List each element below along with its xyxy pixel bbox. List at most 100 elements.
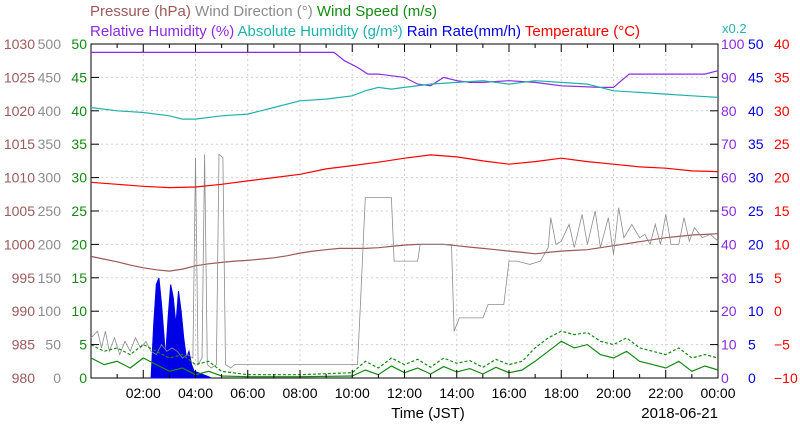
y-tick-label-wind_direction: 150 (38, 270, 62, 286)
x-tick-label: 16:00 (491, 385, 526, 401)
x-tick-label: 04:00 (178, 385, 213, 401)
y-tick-label-relative_humidity: 100 (721, 36, 745, 52)
y-tick-label-pressure: 1000 (4, 236, 35, 252)
y-tick-label-temperature: 15 (774, 203, 790, 219)
gridlines (91, 44, 718, 378)
y-tick-label-rain_rate: 50 (748, 36, 764, 52)
y-tick-label-wind_speed: 10 (71, 303, 87, 319)
y-tick-label-pressure: 1030 (4, 36, 35, 52)
y-tick-label-wind_direction: 0 (53, 370, 61, 386)
legend-row-1: Pressure (hPa) Wind Direction (°) Wind S… (90, 3, 437, 20)
series-layer (90, 51, 719, 379)
y-tick-label-temperature: 5 (774, 270, 782, 286)
legend-row-2: Relative Humidity (%) Absolute Humidity … (90, 23, 640, 40)
x-tick-label: 06:00 (230, 385, 265, 401)
x-tick-label: 18:00 (544, 385, 579, 401)
x-tick-label: 08:00 (282, 385, 317, 401)
y-tick-label-wind_speed: 20 (71, 236, 87, 252)
legend-entry-rain_rate: Rain Rate(mm/h) (403, 23, 521, 40)
legend-entry-temperature: Temperature (°C) (521, 23, 640, 40)
y-tick-label-rain_rate: 20 (748, 236, 764, 252)
y-tick-label-wind_speed: 50 (71, 36, 87, 52)
y-tick-label-wind_speed: 45 (71, 69, 87, 85)
y-tick-label-pressure: 990 (12, 303, 36, 319)
y-tick-label-temperature: 25 (774, 136, 790, 152)
y-tick-label-wind_speed: 35 (71, 136, 87, 152)
y-tick-label-relative_humidity: 60 (721, 170, 737, 186)
y-tick-label-temperature: 40 (774, 36, 790, 52)
y-tick-label-relative_humidity: 20 (721, 303, 737, 319)
series-relative-humidity (91, 51, 719, 89)
y-tick-label-temperature: 35 (774, 69, 790, 85)
y-tick-label-rain_rate: 25 (748, 203, 764, 219)
y-tick-label-relative_humidity: 80 (721, 103, 737, 119)
legend-entry-relative_humidity: Relative Humidity (%) (90, 23, 234, 40)
axes-layer: 02:00 04:00 06:00 08:00 10:00 12:00 14:00 16:00… (4, 36, 798, 401)
x-tick-label: 02:00 (126, 385, 161, 401)
x-axis-label: Time (JST) (391, 405, 465, 422)
y-tick-label-rain_rate: 35 (748, 136, 764, 152)
y-tick-label-temperature: −10 (774, 370, 798, 386)
y-tick-label-relative_humidity: 40 (721, 236, 737, 252)
y-tick-label-relative_humidity: 50 (721, 203, 737, 219)
y-tick-label-pressure: 1020 (4, 103, 35, 119)
y-tick-label-wind_direction: 350 (38, 136, 62, 152)
y-tick-label-relative_humidity: 10 (721, 337, 737, 353)
y-tick-label-wind_direction: 400 (38, 103, 62, 119)
y-tick-label-wind_speed: 30 (71, 170, 87, 186)
y-tick-label-wind_direction: 450 (38, 69, 62, 85)
x-tick-label: 22:00 (648, 385, 683, 401)
y-tick-label-pressure: 1015 (4, 136, 35, 152)
y-tick-label-relative_humidity: 90 (721, 69, 737, 85)
y-tick-label-wind_direction: 50 (45, 337, 61, 353)
y-tick-label-wind_direction: 100 (38, 303, 62, 319)
y-tick-label-pressure: 980 (12, 370, 36, 386)
y-tick-label-pressure: 1005 (4, 203, 35, 219)
y-tick-label-wind_speed: 25 (71, 203, 87, 219)
y-tick-label-relative_humidity: 30 (721, 270, 737, 286)
y-tick-label-pressure: 1010 (4, 170, 35, 186)
y-tick-label-rain_rate: 10 (748, 303, 764, 319)
y-tick-label-temperature: 10 (774, 236, 790, 252)
series-temperature (90, 154, 719, 189)
y-tick-label-temperature: 30 (774, 103, 790, 119)
x-tick-label: 12:00 (387, 385, 422, 401)
y-tick-label-rain_rate: 5 (748, 337, 756, 353)
y-tick-label-rain_rate: 30 (748, 170, 764, 186)
y-tick-label-wind_direction: 200 (38, 236, 62, 252)
y-tick-label-wind_direction: 500 (38, 36, 62, 52)
y-tick-label-temperature: 20 (774, 170, 790, 186)
series-wind-speed (90, 340, 719, 378)
y-tick-label-pressure: 995 (12, 270, 36, 286)
y-tick-label-rain_rate: 0 (748, 370, 756, 386)
y-tick-label-pressure: 1025 (4, 69, 35, 85)
y-tick-label-wind_speed: 5 (79, 337, 87, 353)
y-tick-label-pressure: 985 (12, 337, 36, 353)
y-tick-label-relative_humidity: 70 (721, 136, 737, 152)
y-tick-label-wind_speed: 0 (79, 370, 87, 386)
y-tick-label-rain_rate: 40 (748, 103, 764, 119)
y-tick-label-wind_speed: 15 (71, 270, 87, 286)
legend-entry-wind_direction: Wind Direction (°) (191, 3, 313, 20)
x-tick-label: 00:00 (700, 385, 735, 401)
x-tick-label: 10:00 (335, 385, 370, 401)
y-tick-label-relative_humidity: 0 (721, 370, 729, 386)
legend-entry-wind_speed: Wind Speed (m/s) (313, 3, 437, 20)
series-absolute-humidity (90, 80, 719, 120)
x-tick-label: 14:00 (439, 385, 474, 401)
abs-humidity-multiplier: x0.2 (722, 21, 747, 36)
y-tick-label-temperature: −5 (774, 337, 790, 353)
x-tick-label: 20:00 (596, 385, 631, 401)
legend: Pressure (hPa) Wind Direction (°) Wind S… (90, 3, 747, 40)
date-label: 2018-06-21 (641, 405, 718, 422)
series-wind-direction (90, 153, 719, 369)
legend-entry-pressure: Pressure (hPa) (90, 3, 191, 20)
legend-entry-absolute_humidity: Absolute Humidity (g/m³) (234, 23, 402, 40)
y-tick-label-wind_direction: 250 (38, 203, 62, 219)
y-tick-label-wind_speed: 40 (71, 103, 87, 119)
series-wind-speed-gust (90, 330, 719, 376)
y-tick-label-temperature: 0 (774, 303, 782, 319)
series-pressure (90, 233, 719, 272)
